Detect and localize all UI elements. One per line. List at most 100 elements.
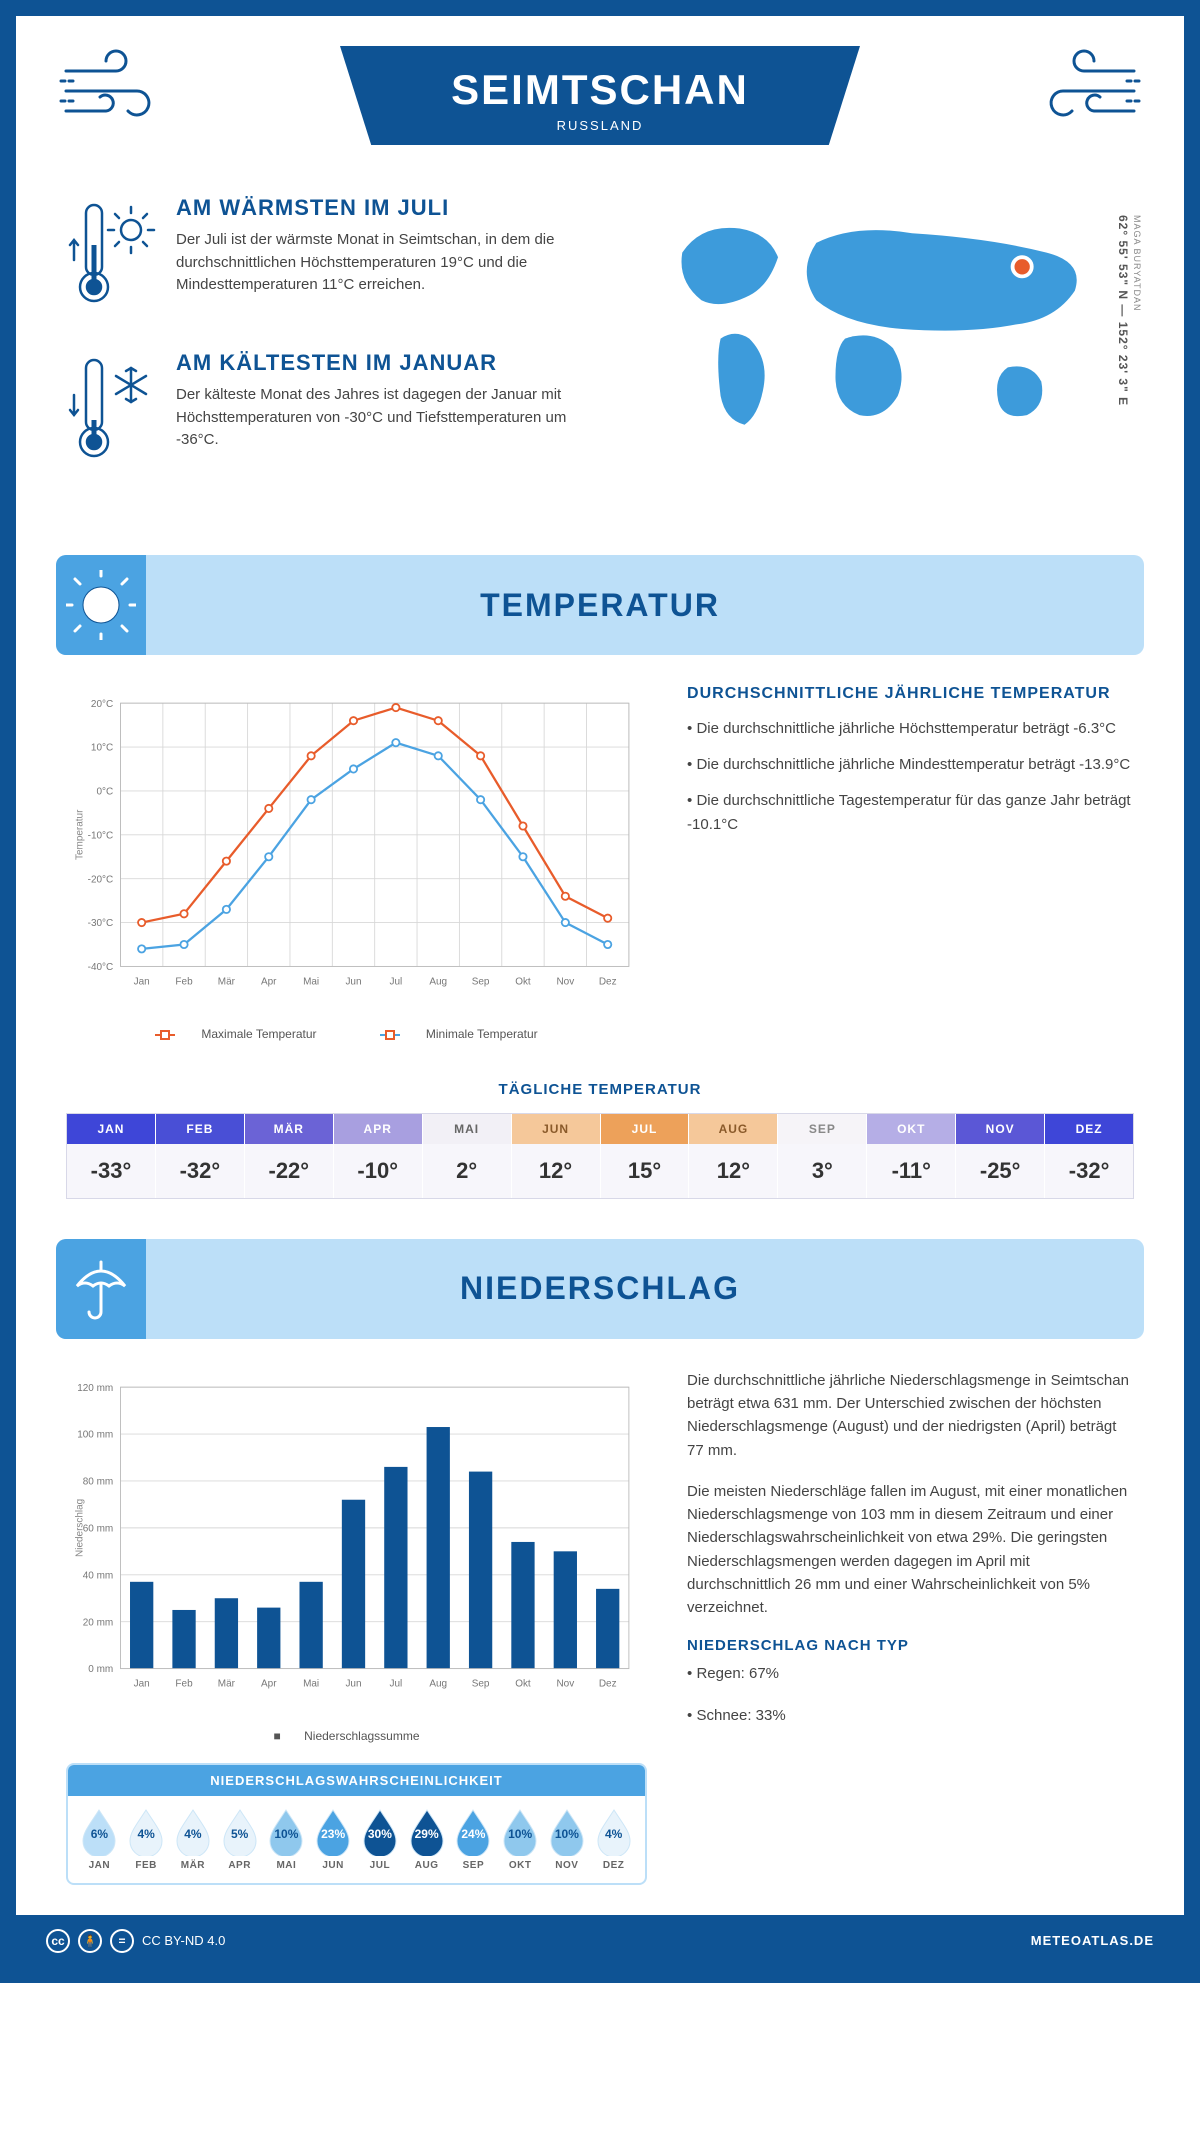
svg-text:Feb: Feb [175, 1679, 193, 1690]
nd-icon: = [110, 1929, 134, 1953]
svg-text:Sep: Sep [472, 977, 490, 988]
footer: cc 🧍 = CC BY-ND 4.0 METEOATLAS.DE [16, 1915, 1184, 1967]
temp-cell: DEZ -32° [1045, 1114, 1133, 1198]
daily-temp-title: TÄGLICHE TEMPERATUR [16, 1081, 1184, 1098]
probability-drop: 24% SEP [450, 1808, 497, 1879]
probability-drop: 29% AUG [403, 1808, 450, 1879]
svg-text:-30°C: -30°C [88, 918, 114, 929]
svg-text:Apr: Apr [261, 977, 277, 988]
svg-text:0°C: 0°C [96, 787, 113, 798]
svg-text:Mai: Mai [303, 1679, 319, 1690]
infographic-page: SEIMTSCHAN RUSSLAND AM WÄRMSTEN IM JULI … [0, 0, 1200, 1983]
svg-text:-20°C: -20°C [88, 874, 114, 885]
svg-text:Jun: Jun [345, 977, 361, 988]
svg-text:Nov: Nov [556, 1679, 574, 1690]
temp-cell: NOV -25° [956, 1114, 1045, 1198]
title-banner: SEIMTSCHAN RUSSLAND [340, 46, 860, 145]
coordinates: MAGA BURYATDAN 62° 55' 53" N — 152° 23' … [1116, 215, 1144, 406]
svg-text:Jan: Jan [134, 977, 150, 988]
svg-text:0 mm: 0 mm [88, 1664, 113, 1675]
warmest-title: AM WÄRMSTEN IM JULI [176, 195, 604, 221]
probability-drop: 23% JUN [310, 1808, 357, 1879]
temp-cell: SEP 3° [778, 1114, 867, 1198]
wind-icon [56, 46, 176, 136]
svg-text:Jun: Jun [345, 1679, 361, 1690]
svg-text:Mär: Mär [218, 977, 236, 988]
header: SEIMTSCHAN RUSSLAND [16, 16, 1184, 195]
svg-text:Okt: Okt [515, 1679, 531, 1690]
temp-cell: AUG 12° [689, 1114, 778, 1198]
section-title: TEMPERATUR [480, 587, 720, 624]
svg-text:Apr: Apr [261, 1679, 277, 1690]
temperature-summary: DURCHSCHNITTLICHE JÄHRLICHE TEMPERATUR •… [687, 685, 1134, 1041]
cc-icon: cc [46, 1929, 70, 1953]
precipitation-bar-chart: 0 mm 20 mm 40 mm 60 mm 80 mm 100 mm 120 mm Jan F… [66, 1369, 647, 1743]
svg-text:-10°C: -10°C [88, 830, 114, 841]
svg-text:Sep: Sep [472, 1679, 490, 1690]
probability-drop: 6% JAN [76, 1808, 123, 1879]
svg-text:Dez: Dez [599, 977, 617, 988]
umbrella-icon [56, 1239, 146, 1339]
probability-drop: 30% JUL [357, 1808, 404, 1879]
svg-text:Nov: Nov [556, 977, 574, 988]
section-title: NIEDERSCHLAG [460, 1270, 740, 1307]
temp-cell: JUN 12° [512, 1114, 601, 1198]
svg-text:60 mm: 60 mm [83, 1523, 113, 1534]
probability-box: NIEDERSCHLAGSWAHRSCHEINLICHKEIT 6% JAN 4… [66, 1763, 647, 1885]
svg-text:Temperatur: Temperatur [74, 809, 85, 860]
intro-section: AM WÄRMSTEN IM JULI Der Juli ist der wär… [16, 195, 1184, 545]
svg-text:Okt: Okt [515, 977, 531, 988]
city-name: SEIMTSCHAN [440, 66, 760, 114]
probability-drop: 10% OKT [497, 1808, 544, 1879]
warmest-text: Der Juli ist der wärmste Monat in Seimts… [176, 229, 604, 297]
svg-text:80 mm: 80 mm [83, 1476, 113, 1487]
svg-text:20 mm: 20 mm [83, 1617, 113, 1628]
svg-text:Mai: Mai [303, 977, 319, 988]
svg-text:Aug: Aug [429, 1679, 447, 1690]
coldest-block: AM KÄLTESTEN IM JANUAR Der kälteste Mona… [66, 350, 604, 475]
svg-text:40 mm: 40 mm [83, 1570, 113, 1581]
svg-text:10°C: 10°C [91, 743, 113, 754]
warmest-block: AM WÄRMSTEN IM JULI Der Juli ist der wär… [66, 195, 604, 320]
svg-text:120 mm: 120 mm [77, 1383, 113, 1394]
precipitation-section-header: NIEDERSCHLAG [56, 1239, 1144, 1339]
daily-temp-strip: JAN -33°FEB -32°MÄR -22°APR -10°MAI 2°JU… [66, 1113, 1134, 1199]
world-map [644, 195, 1134, 468]
temp-cell: MÄR -22° [245, 1114, 334, 1198]
temp-cell: FEB -32° [156, 1114, 245, 1198]
svg-text:Niederschlag: Niederschlag [74, 1499, 85, 1557]
probability-drop: 10% MAI [263, 1808, 310, 1879]
thermometer-hot-icon [66, 195, 156, 320]
probability-drop: 4% MÄR [170, 1808, 217, 1879]
coldest-text: Der kälteste Monat des Jahres ist dagege… [176, 384, 604, 452]
temp-cell: APR -10° [334, 1114, 423, 1198]
probability-drop: 5% APR [216, 1808, 263, 1879]
probability-drop: 10% NOV [544, 1808, 591, 1879]
temp-cell: JUL 15° [601, 1114, 690, 1198]
license: cc 🧍 = CC BY-ND 4.0 [46, 1929, 225, 1953]
coldest-title: AM KÄLTESTEN IM JANUAR [176, 350, 604, 376]
temperature-line-chart: -40°C -30°C -20°C -10°C 0°C 10°C 20°C Jan Feb Mär… [66, 685, 647, 1041]
svg-text:-40°C: -40°C [88, 962, 114, 973]
svg-text:Jul: Jul [389, 977, 402, 988]
svg-text:20°C: 20°C [91, 699, 113, 710]
sun-icon [56, 555, 146, 655]
svg-text:Jul: Jul [389, 1679, 402, 1690]
svg-text:Mär: Mär [218, 1679, 236, 1690]
by-icon: 🧍 [78, 1929, 102, 1953]
svg-text:100 mm: 100 mm [77, 1430, 113, 1441]
svg-text:Jan: Jan [134, 1679, 150, 1690]
probability-drop: 4% DEZ [590, 1808, 637, 1879]
wind-icon [1024, 46, 1144, 136]
temperature-section-header: TEMPERATUR [56, 555, 1144, 655]
thermometer-cold-icon [66, 350, 156, 475]
svg-text:Feb: Feb [175, 977, 193, 988]
precipitation-summary: Die durchschnittliche jährliche Niedersc… [687, 1369, 1134, 1885]
probability-drop: 4% FEB [123, 1808, 170, 1879]
svg-text:Aug: Aug [429, 977, 447, 988]
temp-cell: OKT -11° [867, 1114, 956, 1198]
temp-cell: MAI 2° [423, 1114, 512, 1198]
site-name: METEOATLAS.DE [1031, 1933, 1154, 1948]
svg-text:Dez: Dez [599, 1679, 617, 1690]
temp-cell: JAN -33° [67, 1114, 156, 1198]
